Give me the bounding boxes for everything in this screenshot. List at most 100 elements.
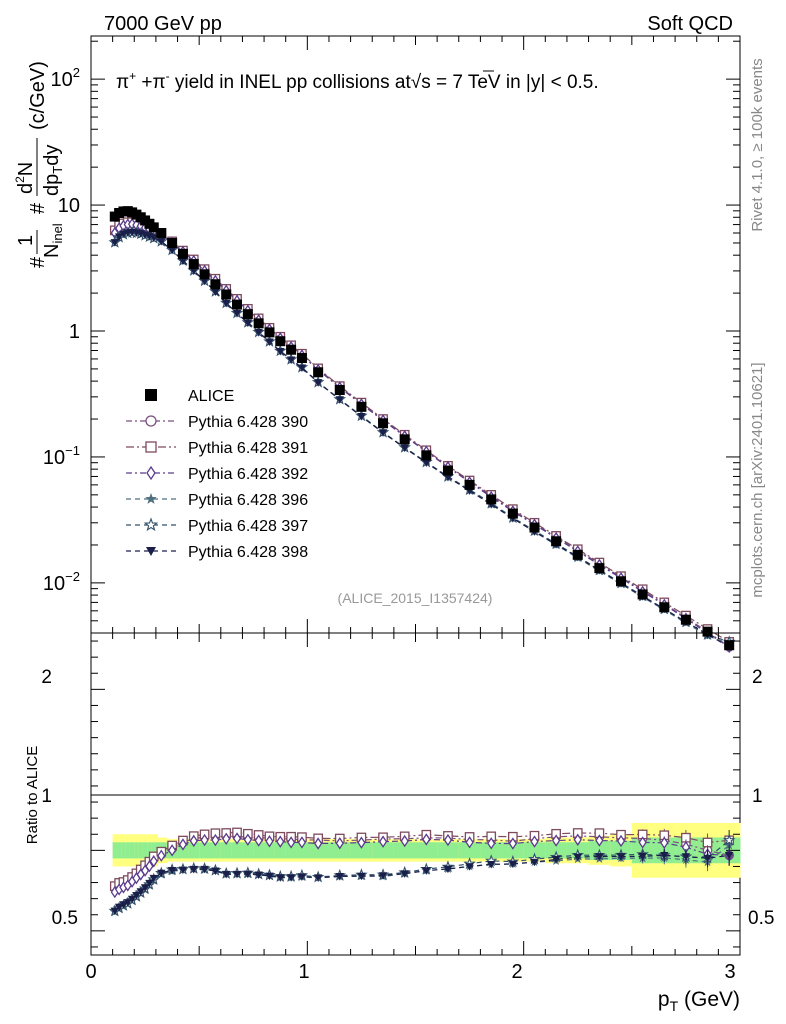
data-point bbox=[422, 459, 431, 467]
ratio-point bbox=[638, 852, 647, 861]
legend-marker bbox=[145, 415, 157, 427]
ratio-point bbox=[123, 899, 132, 907]
ratio-point bbox=[595, 853, 604, 861]
data-point bbox=[421, 450, 432, 461]
data-point bbox=[188, 259, 199, 270]
ratio-point bbox=[189, 834, 198, 848]
ratio-point bbox=[530, 835, 539, 848]
ratio-point bbox=[254, 871, 263, 880]
ratio-y-axis-label: Ratio to ALICE bbox=[24, 746, 41, 844]
legend-marker bbox=[145, 493, 157, 504]
main-axis-ticks bbox=[90, 36, 741, 634]
data-point bbox=[724, 640, 735, 651]
ratio-point bbox=[703, 854, 712, 863]
ratio-point bbox=[595, 834, 604, 847]
ratio-y-tick-0.5: 0.5 bbox=[52, 908, 78, 929]
ratio-point bbox=[487, 860, 496, 869]
ratio-point bbox=[530, 858, 539, 867]
x-tick-3: 3 bbox=[724, 961, 735, 983]
data-point bbox=[378, 418, 389, 429]
svg-text:dpTdy: dpTdy bbox=[41, 145, 65, 196]
ratio-point bbox=[722, 833, 736, 846]
ratio-point bbox=[681, 853, 691, 861]
ratio-point bbox=[145, 860, 154, 873]
data-point bbox=[443, 473, 453, 482]
analysis-watermark: (ALICE_2015_I1357424) bbox=[338, 590, 493, 606]
ratio-point bbox=[167, 844, 177, 857]
side-label-bottom: mcplots.cern.ch [arXiv:2401.10621] bbox=[749, 362, 766, 597]
ratio-point bbox=[114, 903, 124, 912]
ratio-point bbox=[149, 855, 158, 868]
ratio-point bbox=[119, 901, 128, 909]
data-point bbox=[149, 234, 158, 242]
data-point bbox=[356, 401, 367, 412]
data-point bbox=[178, 257, 188, 266]
ratio-point bbox=[400, 870, 409, 878]
data-point bbox=[335, 396, 344, 404]
inner-band-segment bbox=[151, 842, 159, 859]
data-point bbox=[221, 289, 232, 300]
inner-band-segment bbox=[264, 842, 276, 859]
ratio-point bbox=[465, 836, 474, 849]
ratio-point bbox=[157, 849, 166, 862]
ratio-point bbox=[136, 888, 145, 896]
svg-text:d2N: d2N bbox=[13, 162, 37, 194]
y-tick-label: 1 bbox=[69, 321, 80, 343]
inner-band-segment bbox=[437, 842, 460, 859]
x-axis-label: pT (GeV) bbox=[658, 988, 740, 1014]
ratio-point bbox=[254, 834, 263, 847]
ratio-point bbox=[616, 853, 626, 861]
header-left: 7000 GeV pp bbox=[104, 13, 222, 35]
data-point bbox=[313, 379, 323, 387]
ratio-point bbox=[357, 836, 366, 849]
data-point bbox=[210, 279, 221, 290]
inner-band-segment bbox=[393, 842, 416, 859]
ratio-point bbox=[551, 856, 561, 864]
data-point bbox=[157, 237, 166, 246]
data-point bbox=[529, 522, 540, 533]
ratio-point bbox=[145, 879, 154, 888]
series-line bbox=[114, 232, 730, 645]
legend-label: Pythia 6.428 391 bbox=[188, 440, 308, 457]
y-tick-label: 10−2 bbox=[43, 569, 80, 595]
inner-band-segment bbox=[125, 842, 131, 859]
data-point bbox=[297, 364, 307, 373]
legend-entry-p397: Pythia 6.428 397 bbox=[126, 517, 308, 535]
data-point bbox=[334, 385, 345, 396]
data-point bbox=[399, 434, 410, 445]
legend-entry-p398: Pythia 6.428 398 bbox=[126, 544, 308, 561]
inner-band-segment bbox=[415, 842, 438, 859]
inner-band-segment bbox=[134, 842, 140, 859]
data-point bbox=[702, 626, 713, 637]
inner-band-segment bbox=[523, 842, 546, 859]
data-point bbox=[114, 233, 124, 241]
data-point bbox=[148, 222, 159, 233]
ratio-point bbox=[265, 872, 274, 881]
ratio-point bbox=[286, 874, 296, 882]
legend-entry-p391: Pythia 6.428 391 bbox=[126, 440, 308, 457]
ratio-point bbox=[200, 865, 209, 874]
ratio-point bbox=[551, 834, 561, 847]
ratio-point bbox=[660, 852, 669, 860]
data-point bbox=[551, 536, 562, 547]
ratio-point bbox=[422, 867, 431, 875]
data-point bbox=[199, 269, 210, 280]
data-point bbox=[243, 319, 253, 328]
data-point bbox=[242, 309, 253, 320]
ratio-point bbox=[211, 867, 220, 876]
inner-band-segment bbox=[480, 842, 503, 859]
data-point bbox=[232, 299, 243, 310]
y-tick-label: 102 bbox=[51, 65, 80, 91]
ratio-point bbox=[297, 873, 307, 881]
legend-entry-p390: Pythia 6.428 390 bbox=[126, 414, 308, 431]
ratio-axis-ticks bbox=[90, 633, 741, 955]
data-point bbox=[464, 479, 475, 490]
inner-band-segment bbox=[274, 842, 287, 859]
ratio-point bbox=[616, 834, 626, 848]
ratio-point bbox=[378, 872, 388, 880]
inner-band-segment bbox=[147, 842, 153, 859]
inner-band-segment bbox=[285, 842, 298, 859]
main-y-tick-labels: 102 10 1 10−1 10−2 bbox=[43, 65, 80, 595]
ratio-point bbox=[724, 852, 734, 860]
ratio-point bbox=[660, 836, 669, 850]
